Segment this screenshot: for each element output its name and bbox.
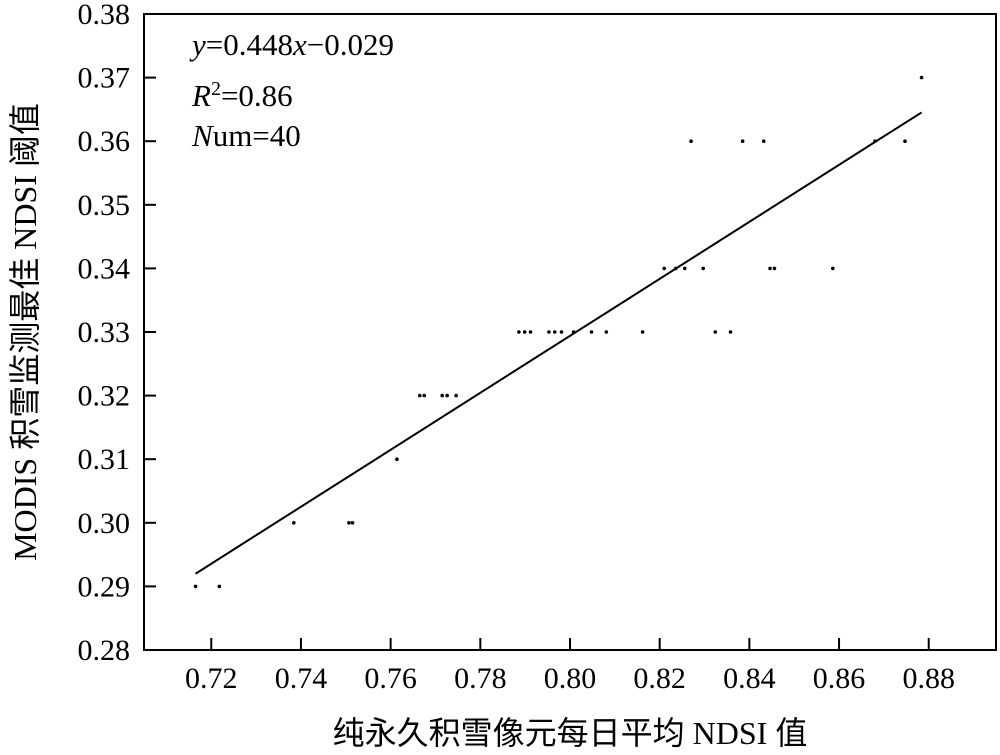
- data-point: [395, 457, 399, 462]
- x-tick-label: 0.84: [723, 662, 776, 695]
- count-annotation: Num=40: [191, 118, 301, 153]
- y-tick-label: 0.36: [78, 125, 131, 158]
- data-point: [873, 139, 877, 143]
- data-point: [291, 521, 296, 525]
- data-point: [728, 330, 733, 334]
- y-tick-label: 0.37: [78, 62, 131, 95]
- x-axis-title: 纯永久积雪像元每日平均 NDSI 值: [333, 715, 808, 751]
- data-point: [761, 139, 766, 143]
- y-tick-label: 0.28: [78, 634, 131, 667]
- x-tick-label: 0.86: [813, 662, 866, 695]
- y-tick-label: 0.30: [78, 507, 131, 540]
- data-point: [217, 584, 222, 589]
- data-point: [689, 139, 693, 143]
- data-point: [740, 139, 745, 143]
- data-point: [347, 521, 351, 525]
- data-point: [522, 330, 527, 334]
- data-point: [559, 330, 564, 334]
- y-tick-label: 0.34: [78, 252, 131, 285]
- y-tick-label: 0.29: [78, 570, 131, 603]
- data-point: [674, 266, 678, 271]
- data-point: [903, 139, 907, 143]
- y-tick-label: 0.35: [78, 189, 131, 222]
- regression-line: [195, 111, 923, 575]
- x-tick-label: 0.72: [185, 662, 238, 695]
- data-point: [830, 266, 835, 271]
- data-point: [640, 330, 645, 334]
- data-point: [517, 330, 521, 334]
- x-tick-label: 0.74: [275, 662, 328, 695]
- x-tick-label: 0.80: [544, 662, 597, 695]
- data-point: [417, 393, 422, 398]
- x-tick-label: 0.82: [633, 662, 686, 695]
- data-point: [552, 330, 557, 334]
- annotation-box: y=0.448x−0.029 R2=0.86 Num=40: [189, 27, 394, 153]
- x-axis: 0.72 0.74 0.76 0.78 0.80 0.82 0.84 0.86 0.88: [185, 638, 955, 695]
- x-tick-label: 0.78: [454, 662, 507, 695]
- r-squared-annotation: R2=0.86: [191, 78, 293, 113]
- data-point: [193, 584, 198, 589]
- data-point: [589, 330, 594, 334]
- y-tick-label: 0.33: [78, 316, 131, 349]
- y-tick-label: 0.31: [78, 443, 131, 476]
- y-tick-label: 0.38: [78, 0, 131, 31]
- data-point: [422, 393, 427, 398]
- data-point: [662, 266, 666, 271]
- data-point: [547, 330, 551, 334]
- data-point: [528, 330, 533, 334]
- y-axis-title: MODIS 积雪监测最佳 NDSI 阈值: [7, 103, 43, 561]
- data-point: [919, 75, 924, 80]
- data-point: [701, 266, 705, 271]
- equation-annotation: y=0.448x−0.029: [189, 27, 394, 62]
- data-point: [571, 330, 576, 334]
- data-point: [713, 330, 718, 334]
- y-axis: 0.28 0.29 0.30 0.31 0.32 0.33 0.34 0.35 0.36 0.37…: [78, 0, 156, 667]
- x-tick-label: 0.76: [364, 662, 417, 695]
- data-point: [768, 266, 772, 271]
- data-point: [772, 266, 777, 271]
- data-point: [445, 393, 449, 398]
- data-point: [682, 266, 687, 271]
- data-point: [604, 330, 609, 334]
- data-point: [454, 393, 458, 398]
- data-point: [440, 393, 445, 398]
- data-point: [350, 521, 355, 525]
- x-tick-label: 0.88: [902, 662, 955, 695]
- data-points: [193, 75, 924, 589]
- y-tick-label: 0.32: [78, 380, 131, 413]
